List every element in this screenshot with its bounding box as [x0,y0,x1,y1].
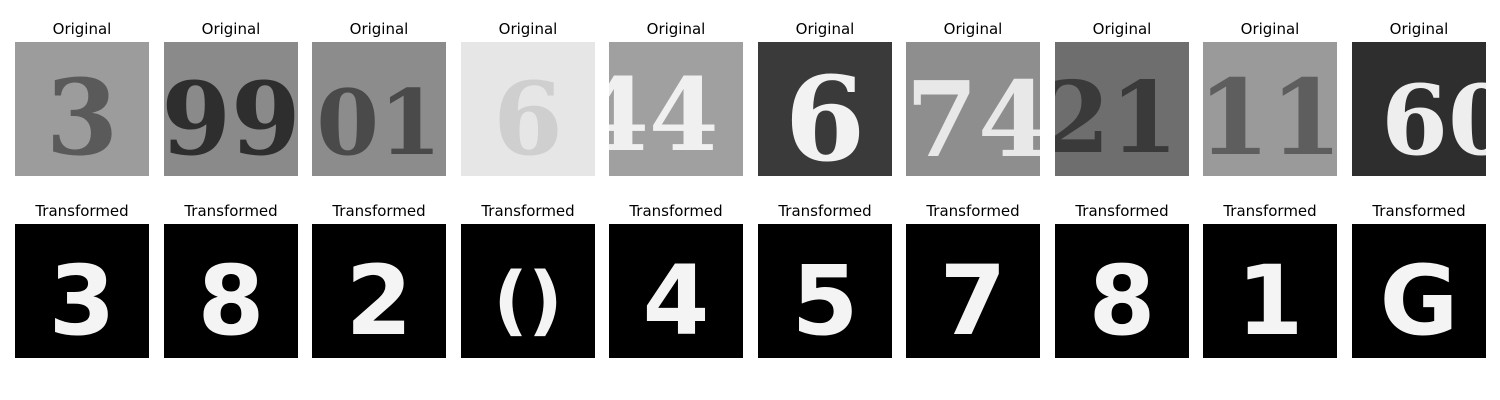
original-image: 60 [1352,42,1486,176]
original-image: 01 [312,42,446,176]
original-image: 74 [906,42,1040,176]
original-image: 6 [461,42,595,176]
transformed-image: 1 [1203,224,1337,358]
original-digit: 21 [1055,61,1178,176]
transformed-title: Transformed [1223,202,1317,220]
transformed-image: 7 [906,224,1040,358]
original-title: Original [795,20,855,38]
original-digit: 11 [1203,56,1337,176]
transformed-image: 8 [1055,224,1189,358]
original-background [312,42,446,176]
original-background [906,42,1040,176]
original-background [758,42,892,176]
transformed-background [15,224,149,358]
original-background [164,42,298,176]
original-image: 44 [609,42,743,176]
transformed-background [312,224,446,358]
original-background [609,42,743,176]
original-background [1203,42,1337,176]
transformed-image: () [461,224,595,358]
original-title: Original [943,20,1003,38]
original-title: Original [349,20,409,38]
transformed-title: Transformed [332,202,426,220]
original-image: 11 [1203,42,1337,176]
transformed-background [461,224,595,358]
transformed-digit: 7 [940,245,1007,357]
original-digit: 01 [316,70,441,176]
transformed-title: Transformed [1075,202,1169,220]
original-image: 21 [1055,42,1189,176]
original-digit: 60 [1381,64,1486,176]
transformed-title: Transformed [184,202,278,220]
transformed-background [609,224,743,358]
transformed-digit: G [1380,245,1459,357]
transformed-background [758,224,892,358]
original-image: 6 [758,42,892,176]
transformed-image: 5 [758,224,892,358]
original-digit: 6 [493,60,563,176]
original-title: Original [1240,20,1300,38]
transformed-image: 3 [15,224,149,358]
transformed-title: Transformed [778,202,872,220]
transformed-digit: 5 [792,245,859,357]
transformed-background [1352,224,1486,358]
transformed-digit: 8 [1089,245,1156,357]
transformed-title: Transformed [35,202,129,220]
transformed-background [1055,224,1189,358]
original-title: Original [52,20,112,38]
transformed-background [906,224,1040,358]
transformed-image: 4 [609,224,743,358]
transformed-digit: 2 [346,245,413,357]
transformed-title: Transformed [481,202,575,220]
original-title: Original [498,20,558,38]
transformed-digit: 1 [1237,245,1304,357]
original-digit: 6 [785,52,866,176]
transformed-image: 8 [164,224,298,358]
transformed-digit: 8 [198,245,265,357]
original-digit: 3 [46,56,118,176]
original-background [15,42,149,176]
original-digit: 74 [906,58,1040,176]
transformed-background [164,224,298,358]
original-digit: 99 [164,60,298,176]
original-title: Original [646,20,706,38]
transformed-digit: 3 [49,245,116,357]
original-title: Original [1092,20,1152,38]
transformed-image: G [1352,224,1486,358]
transformed-title: Transformed [926,202,1020,220]
original-background [461,42,595,176]
original-background [1352,42,1486,176]
transformed-background [1203,224,1337,358]
original-image: 3 [15,42,149,176]
original-title: Original [201,20,261,38]
original-title: Original [1389,20,1449,38]
transformed-title: Transformed [1372,202,1466,220]
original-background [1055,42,1189,176]
transformed-title: Transformed [629,202,723,220]
transformed-image: 2 [312,224,446,358]
transformed-digit: () [493,255,562,344]
original-image: 99 [164,42,298,176]
transformed-digit: 4 [643,245,710,357]
original-digit: 44 [609,56,719,174]
